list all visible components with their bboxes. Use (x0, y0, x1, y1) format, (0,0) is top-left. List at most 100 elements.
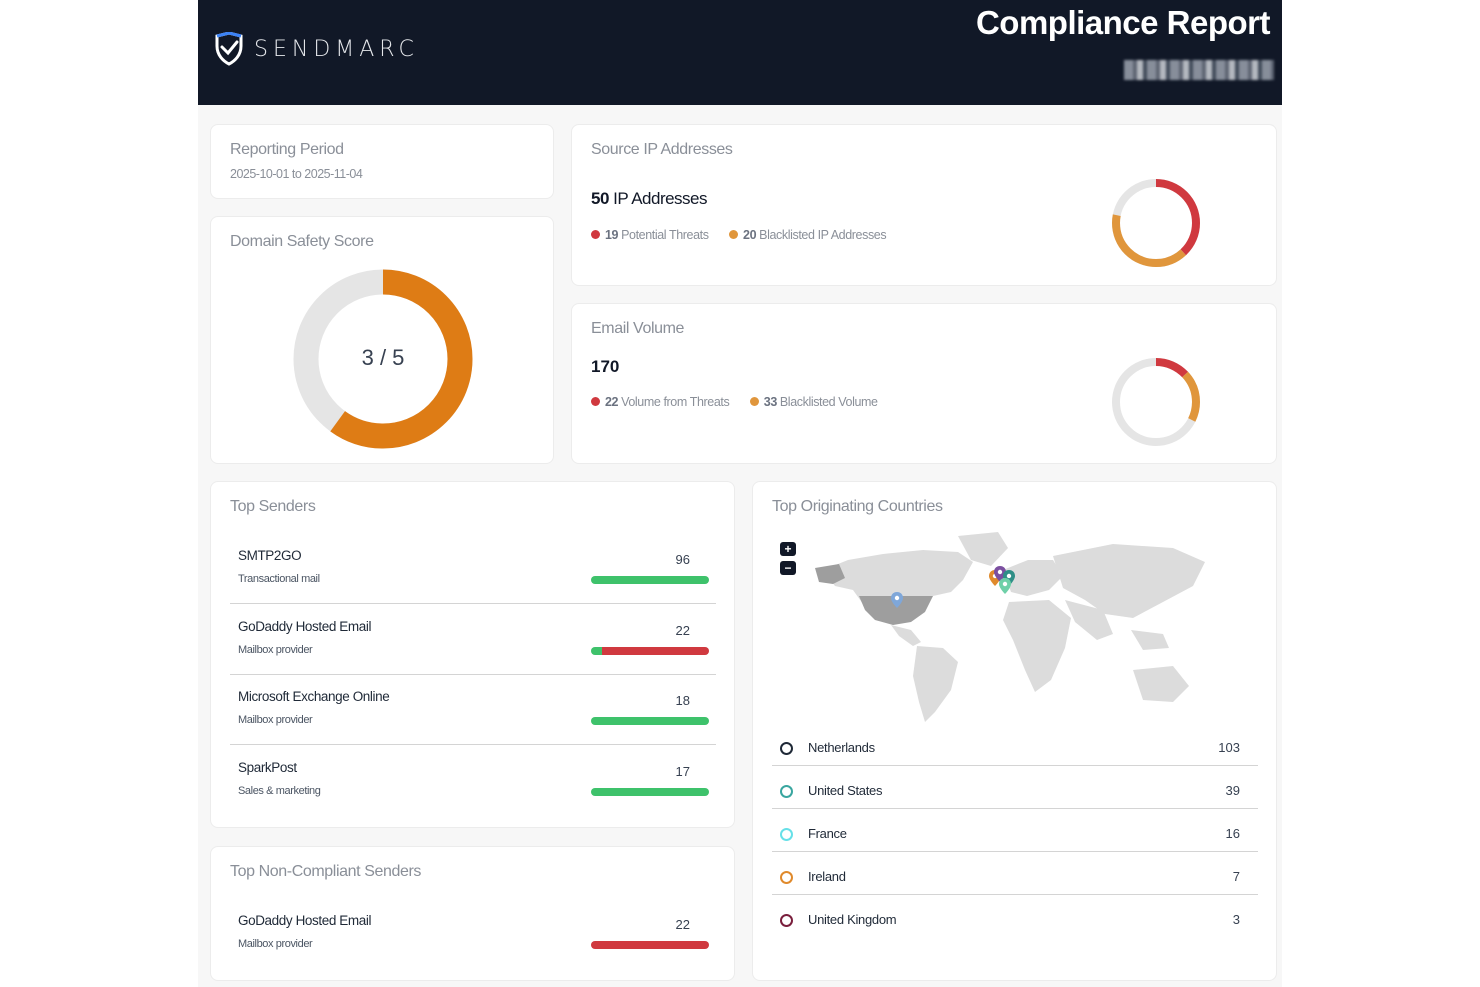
country-value: 103 (1218, 740, 1240, 755)
brand-name: SENDMARC (254, 36, 419, 62)
marker-france-icon (999, 578, 1011, 594)
country-name: Ireland (808, 869, 846, 884)
compliance-bar (591, 647, 709, 655)
sendmarc-logo: SENDMARC (214, 32, 419, 66)
country-row[interactable]: United States 39 (772, 778, 1258, 821)
sender-name: Microsoft Exchange Online (238, 689, 390, 704)
ip-total: 50 IP Addresses (591, 189, 708, 209)
country-row[interactable]: Ireland 7 (772, 864, 1258, 907)
threat-dot (591, 230, 600, 239)
donut-score-arc (293, 269, 473, 449)
compliance-bar (591, 788, 709, 796)
sender-type: Sales & marketing (238, 785, 321, 797)
map-australia (1133, 666, 1189, 702)
reporting-period-range: 2025-10-01 to 2025-11-04 (230, 167, 363, 181)
country-row[interactable]: Netherlands 103 (772, 735, 1258, 778)
row-divider (230, 674, 716, 675)
sender-name: GoDaddy Hosted Email (238, 619, 372, 634)
top-countries-card: Top Originating Countries + − (752, 481, 1277, 981)
donut-blacklisted-segment (1112, 179, 1200, 267)
legend-blacklisted: 20 Blacklisted IP Addresses (729, 227, 887, 242)
map-north-america (823, 550, 973, 622)
blacklisted-label: Blacklisted IP Addresses (759, 227, 887, 242)
country-value: 3 (1232, 912, 1240, 927)
zoom-out-button[interactable]: − (780, 561, 796, 575)
country-marker-icon (780, 785, 793, 798)
threats-label: Potential Threats (621, 227, 709, 242)
sender-type: Mailbox provider (238, 938, 313, 950)
ip-donut (1112, 179, 1200, 267)
email-volume-card: Email Volume 170 22 Volume from Threats … (571, 303, 1277, 464)
card-title: Source IP Addresses (591, 141, 733, 158)
safety-score-donut (293, 269, 473, 449)
sender-row[interactable]: SparkPost Sales & marketing 17 (230, 760, 710, 810)
threats-count: 19 (605, 227, 619, 242)
volume-donut (1112, 358, 1200, 446)
zoom-in-button[interactable]: + (780, 542, 796, 556)
sender-name: GoDaddy Hosted Email (238, 913, 372, 928)
donut-threats-segment (1112, 179, 1200, 267)
map-central-america (891, 625, 921, 646)
sender-row[interactable]: SMTP2GO Transactional mail 96 (230, 548, 710, 598)
country-name: United Kingdom (808, 912, 897, 927)
reporting-period-card: Reporting Period 2025-10-01 to 2025-11-0… (210, 124, 554, 199)
sender-type: Transactional mail (238, 573, 320, 585)
row-divider (230, 744, 716, 745)
top-non-compliant-card: Top Non-Compliant Senders GoDaddy Hosted… (210, 846, 735, 981)
sender-name: SparkPost (238, 760, 297, 775)
sender-count: 96 (675, 552, 690, 567)
country-marker-icon (780, 742, 793, 755)
legend-volume-threats: 22 Volume from Threats (591, 394, 730, 409)
map-south-asia (1065, 600, 1113, 640)
safety-score-value: 3 / 5 (361, 345, 405, 370)
sender-count: 22 (675, 917, 690, 932)
compliant-segment (591, 576, 709, 584)
ip-total-label: IP Addresses (613, 189, 708, 208)
card-title: Top Senders (230, 498, 316, 515)
map-united-states (859, 596, 933, 625)
ip-total-number: 50 (591, 189, 609, 208)
map-south-america (913, 646, 958, 722)
sender-row[interactable]: GoDaddy Hosted Email Mailbox provider 22 (230, 619, 710, 669)
legend-threats: 19 Potential Threats (591, 228, 709, 242)
row-divider (772, 894, 1258, 895)
sender-row[interactable]: GoDaddy Hosted Email Mailbox provider 22 (230, 913, 710, 963)
shield-check-icon (215, 32, 243, 66)
blacklisted-count: 20 (743, 227, 757, 242)
country-row[interactable]: United Kingdom 3 (772, 907, 1258, 950)
sender-count: 18 (675, 693, 690, 708)
compliant-segment (591, 788, 709, 796)
country-name: United States (808, 783, 883, 798)
volume-blacklisted-count: 33 (763, 394, 778, 409)
compliant-segment (591, 717, 709, 725)
report-page: SENDMARC Compliance Report Reporting Per… (198, 0, 1282, 987)
volume-threats-count: 22 (605, 394, 619, 409)
card-title: Reporting Period (230, 141, 344, 158)
compliance-bar (591, 576, 709, 584)
country-value: 7 (1232, 869, 1240, 884)
page-title: Compliance Report (975, 4, 1271, 41)
compliant-segment (591, 647, 602, 655)
volume-threats-label: Volume from Threats (621, 394, 730, 409)
volume-blacklisted-label: Blacklisted Volume (779, 394, 878, 409)
map-alaska (815, 564, 845, 584)
card-title: Domain Safety Score (230, 233, 374, 250)
sender-type: Mailbox provider (238, 644, 313, 656)
card-title: Top Originating Countries (772, 498, 943, 515)
volume-total: 170 (591, 357, 620, 376)
source-ip-card: Source IP Addresses 50 IP Addresses 19 P… (571, 124, 1277, 286)
marker-united-states-icon (891, 592, 903, 608)
map-asia (1053, 544, 1205, 618)
top-senders-card: Top Senders SMTP2GO Transactional mail 9… (210, 481, 735, 828)
map-greenland (958, 532, 1008, 566)
sender-row[interactable]: Microsoft Exchange Online Mailbox provid… (230, 689, 710, 739)
sender-type: Mailbox provider (238, 714, 313, 726)
country-value: 39 (1225, 783, 1240, 798)
country-marker-icon (780, 871, 793, 884)
map-africa (1003, 600, 1071, 692)
compliance-bar (591, 717, 709, 725)
world-map[interactable] (813, 530, 1213, 730)
compliance-bar (591, 941, 709, 949)
legend-volume-blacklisted: 33 Blacklisted Volume (749, 394, 878, 409)
country-row[interactable]: France 16 (772, 821, 1258, 864)
